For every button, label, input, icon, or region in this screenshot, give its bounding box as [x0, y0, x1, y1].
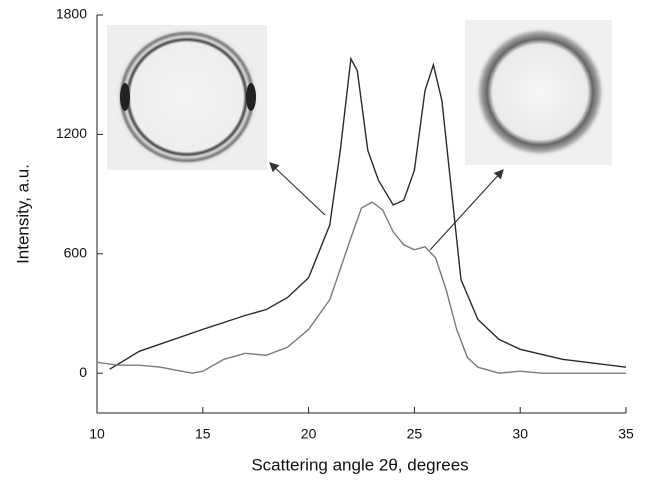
reflection: [246, 83, 256, 111]
x-tick-label: 25: [407, 426, 423, 442]
data-line: [109, 56, 627, 370]
x-axis-label: Scattering angle 2θ, degrees: [251, 455, 468, 474]
y-tick-label: 1800: [56, 6, 87, 22]
x-tick-label: 10: [89, 426, 105, 442]
y-tick-label: 0: [79, 364, 87, 380]
reflection: [120, 83, 130, 111]
x-tick-label: 15: [195, 426, 211, 442]
arrow: [269, 162, 326, 216]
arrow: [429, 169, 504, 251]
diffraction-pattern: [474, 26, 606, 158]
y-tick-label: 600: [64, 245, 88, 261]
data-line: [96, 201, 626, 374]
x-tick-label: 35: [618, 426, 634, 442]
diffraction-pattern: [115, 27, 259, 167]
y-tick-label: 1200: [56, 125, 87, 141]
y-axis-label: Intensity, a.u.: [13, 164, 32, 264]
x-tick-label: 30: [512, 426, 528, 442]
x-tick-label: 20: [301, 426, 317, 442]
